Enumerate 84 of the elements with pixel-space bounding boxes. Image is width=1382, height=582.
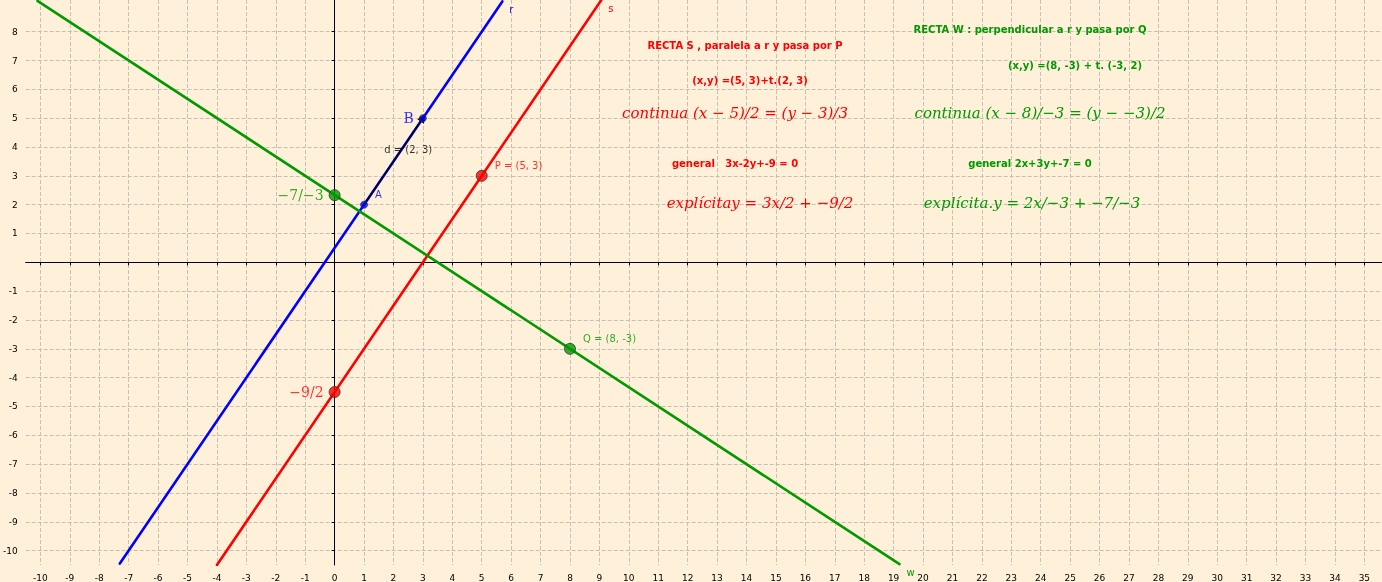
x-tick-label: 12 <box>681 572 694 582</box>
x-tick-label: 15 <box>770 572 782 582</box>
x-tick-label: 9 <box>596 572 603 582</box>
x-tick-label: 31 <box>1240 572 1253 582</box>
series-label: w <box>906 566 915 578</box>
y-tick-label: -2 <box>8 314 18 325</box>
x-tick-label: 18 <box>858 572 871 582</box>
x-tick-label: 29 <box>1182 572 1194 582</box>
annotation: general 3x-2y+-9 = 0 <box>671 157 799 169</box>
x-tick-label: 28 <box>1152 572 1165 582</box>
data-label: Q = (8, -3) <box>582 333 637 345</box>
x-tick-label: 7 <box>537 572 544 582</box>
y-tick-label: -4 <box>8 372 18 383</box>
annotation: explícita.y = 2x/−3 + −7/−3 <box>923 194 1141 212</box>
data-label: P = (5, 3) <box>494 160 543 172</box>
x-tick-label: -2 <box>271 572 281 582</box>
y-tick-label: -7 <box>8 459 18 470</box>
y-tick-label: -10 <box>3 545 18 556</box>
x-tick-label: 32 <box>1270 572 1282 582</box>
y-tick-label: 3 <box>11 170 18 181</box>
x-tick-label: 19 <box>887 572 900 582</box>
y-tick-label: -9 <box>8 516 18 527</box>
x-tick-label: 24 <box>1034 572 1047 582</box>
series-label: s <box>608 2 614 14</box>
y-tick-label: -1 <box>8 286 18 297</box>
x-tick-label: 3 <box>420 572 426 582</box>
x-tick-label: 5 <box>478 572 485 582</box>
y-tick-label: -6 <box>8 430 18 441</box>
y-tick-label: -8 <box>8 487 18 498</box>
annotation: general 2x+3y+-7 = 0 <box>968 157 1092 169</box>
x-tick-label: 35 <box>1358 572 1371 582</box>
x-tick-label: -8 <box>94 572 105 582</box>
y-tick-label: 5 <box>11 113 18 124</box>
x-tick-label: -6 <box>153 572 163 582</box>
x-tick-label: 20 <box>917 572 930 582</box>
annotation: continua (x − 5)/2 = (y − 3)/3 <box>622 104 848 122</box>
y-tick-label: 6 <box>11 84 18 95</box>
data-label: A <box>375 189 383 201</box>
annotation: d = (2, 3) <box>384 144 433 156</box>
annotation: RECTA W : perpendicular a r y pasa por Q <box>913 23 1147 35</box>
x-tick-label: 17 <box>829 572 841 582</box>
x-tick-label: 14 <box>740 572 753 582</box>
x-tick-label: -1 <box>300 572 310 582</box>
x-tick-label: 4 <box>449 572 456 582</box>
series-label: r <box>509 3 515 15</box>
y-tick-label: -5 <box>8 401 18 412</box>
x-tick-label: 16 <box>799 572 812 582</box>
x-tick-label: 30 <box>1211 572 1224 582</box>
x-tick-label: -7 <box>124 572 134 582</box>
x-tick-label: 10 <box>623 572 635 582</box>
y-tick-label: 1 <box>11 228 18 239</box>
x-tick-label: -4 <box>212 572 222 582</box>
data-label: −9/2 <box>289 384 324 401</box>
x-tick-label: 0 <box>331 572 338 582</box>
x-tick-label: 22 <box>976 572 988 582</box>
annotation: RECTA S , paralela a r y pasa por P <box>647 39 843 51</box>
x-tick-label: 33 <box>1299 572 1312 582</box>
y-tick-label: 8 <box>11 26 18 37</box>
y-tick-label: -3 <box>8 343 18 354</box>
annotation: explícitay = 3x/2 + −9/2 <box>666 194 854 212</box>
x-tick-label: 2 <box>390 572 397 582</box>
x-tick-label: 11 <box>652 572 664 582</box>
x-tick-label: 1 <box>361 572 367 582</box>
x-tick-label: 27 <box>1123 572 1135 582</box>
x-tick-label: 23 <box>1005 572 1018 582</box>
x-tick-label: 8 <box>567 572 574 582</box>
x-tick-label: 26 <box>1093 572 1106 582</box>
x-tick-label: 34 <box>1329 572 1341 582</box>
annotation: (x,y) =(8, -3) + t. (-3, 2) <box>1007 59 1143 71</box>
data-label: −7/−3 <box>277 187 324 204</box>
x-tick-label: -5 <box>183 572 193 582</box>
annotation: continua (x − 8)/−3 = (y − −3)/2 <box>914 104 1166 122</box>
y-tick-label: 2 <box>11 199 18 210</box>
x-tick-label: -9 <box>65 572 75 582</box>
y-tick-label: 4 <box>11 142 18 153</box>
x-tick-label: -10 <box>33 572 49 582</box>
x-tick-label: 25 <box>1064 572 1076 582</box>
x-tick-label: -3 <box>241 572 251 582</box>
x-tick-label: 13 <box>711 572 723 582</box>
annotation: (x,y) =(5, 3)+t.(2, 3) <box>692 74 808 86</box>
x-tick-label: 6 <box>508 572 515 582</box>
x-tick-label: 21 <box>946 572 959 582</box>
y-tick-label: 7 <box>11 55 18 66</box>
data-label: B <box>403 110 414 127</box>
